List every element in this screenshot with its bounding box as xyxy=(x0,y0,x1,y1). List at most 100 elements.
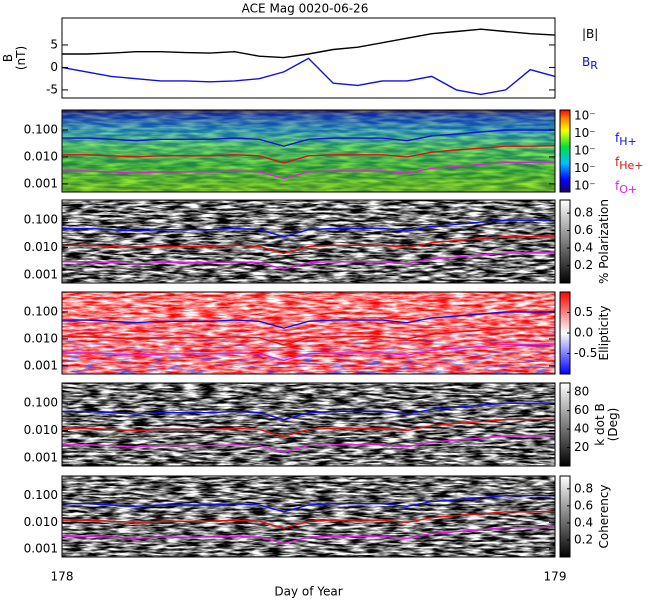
y-tick-label: 0 xyxy=(50,60,58,74)
legend-name: f xyxy=(615,131,620,145)
x-tick-label: 178 xyxy=(51,570,74,584)
legend-subscript: O+ xyxy=(619,183,637,196)
y-tick-label: 0.010 xyxy=(24,423,58,437)
colorbar-tick-label: 10⁻ xyxy=(574,161,596,175)
legend-label: |B| xyxy=(582,27,598,41)
legend-label: fH+ xyxy=(615,131,637,149)
legend-subscript: H+ xyxy=(619,135,637,148)
y-tick-label: 0.010 xyxy=(24,515,58,529)
colorbar-label: Coherency xyxy=(597,484,611,548)
y-tick-label: 0.100 xyxy=(24,213,58,227)
series-line xyxy=(62,129,555,147)
y-tick-label: 0.010 xyxy=(24,331,58,345)
x-axis-label: Day of Year xyxy=(274,585,342,599)
series-line xyxy=(62,251,556,270)
legend-name: f xyxy=(615,155,620,169)
y-tick-label: 0.100 xyxy=(24,488,58,502)
legend-label: fO+ xyxy=(615,179,637,197)
spectrogram xyxy=(62,200,555,283)
plot-frame xyxy=(61,475,556,558)
colorbar-tick-label: 20 xyxy=(574,440,589,454)
colorbar-label: Ellipticity xyxy=(597,306,611,361)
colorbar-tick-label: 10⁻ xyxy=(574,144,596,158)
y-axis-label: B(nT) xyxy=(1,46,28,70)
colorbar-tick-label: 0.6 xyxy=(574,498,593,512)
plot-frame xyxy=(61,109,556,193)
colorbar-tick-label: 60 xyxy=(574,403,589,417)
plot-frame xyxy=(61,291,556,375)
colorbar-label-line: Coherency xyxy=(597,484,611,548)
spectrogram xyxy=(62,476,555,557)
series-line xyxy=(62,343,556,362)
series-line xyxy=(62,434,556,453)
colorbar-tick-label: 40 xyxy=(574,422,589,436)
series-line xyxy=(62,145,556,164)
chart-title: ACE Mag 0020-06-26 xyxy=(242,2,369,16)
colorbar-label-line: % Polarization xyxy=(597,199,611,284)
series-line xyxy=(62,418,556,438)
colorbar-label: % Polarization xyxy=(597,199,611,284)
colorbar xyxy=(559,382,571,467)
colorbar-tick-label: 0.2 xyxy=(574,258,593,272)
colorbar-tick-label: 0.6 xyxy=(574,223,593,237)
colorbar xyxy=(559,109,571,193)
colorbar-tick-label: 0.4 xyxy=(574,241,593,255)
series-line xyxy=(62,311,555,329)
colorbar xyxy=(559,199,571,284)
series-line xyxy=(62,495,555,513)
colorbar-tick-label: 10⁻ xyxy=(574,109,596,123)
y-axis-label-line: (nT) xyxy=(14,46,28,70)
series-line xyxy=(62,510,556,530)
series-line xyxy=(62,327,556,346)
legend-subscript: He+ xyxy=(619,159,643,172)
series-line xyxy=(62,161,556,180)
colorbar-tick-label: -0.5 xyxy=(574,346,597,360)
plot-frame xyxy=(61,199,556,284)
y-tick-label: -5 xyxy=(46,82,58,96)
colorbar-tick-label: 0.0 xyxy=(574,326,593,340)
colorbar-tick-label: 0.4 xyxy=(574,515,593,529)
legend-name: f xyxy=(615,179,620,193)
colorbar-tick-label: 10⁻ xyxy=(574,179,596,193)
series-line xyxy=(62,235,556,255)
y-tick-label: 0.001 xyxy=(24,541,58,555)
series-line xyxy=(62,402,555,421)
plot-frame xyxy=(61,382,556,467)
spectrogram-texture xyxy=(62,110,555,192)
legend-name: B xyxy=(582,55,590,69)
colorbar-label-line: Ellipticity xyxy=(597,306,611,361)
colorbar-label-line: (Deg) xyxy=(606,408,620,442)
colorbar xyxy=(559,475,571,558)
y-tick-label: 0.010 xyxy=(24,149,58,163)
series-line xyxy=(62,526,556,545)
y-tick-label: 0.010 xyxy=(24,240,58,254)
y-tick-label: 5 xyxy=(50,37,58,51)
colorbar-tick-label: 10⁻ xyxy=(574,126,596,140)
legend-label: fHe+ xyxy=(615,155,644,173)
x-tick-label: 179 xyxy=(544,570,567,584)
y-tick-label: 0.100 xyxy=(24,304,58,318)
spectrogram-texture xyxy=(62,292,555,374)
y-tick-label: 0.001 xyxy=(24,267,58,281)
y-tick-label: 0.001 xyxy=(24,450,58,464)
colorbar-label: k dot B(Deg) xyxy=(593,403,620,445)
colorbar-tick-label: 0.2 xyxy=(574,532,593,546)
series-line xyxy=(62,219,555,238)
y-tick-label: 0.100 xyxy=(24,122,58,136)
plot-frame xyxy=(61,17,556,99)
legend-name: |B| xyxy=(582,27,598,41)
y-tick-label: 0.001 xyxy=(24,358,58,372)
colorbar-tick-label: 0.5 xyxy=(574,305,593,319)
colorbar-label-line: k dot B xyxy=(593,403,607,445)
colorbar-tick-label: 80 xyxy=(574,385,589,399)
legend-label: BR xyxy=(582,55,598,73)
y-tick-label: 0.001 xyxy=(24,176,58,190)
y-tick-label: 0.100 xyxy=(24,396,58,410)
series-line xyxy=(61,57,556,96)
colorbar-tick-label: 0.8 xyxy=(574,206,593,220)
spectrogram xyxy=(62,383,555,466)
legend-subscript: R xyxy=(590,59,598,72)
